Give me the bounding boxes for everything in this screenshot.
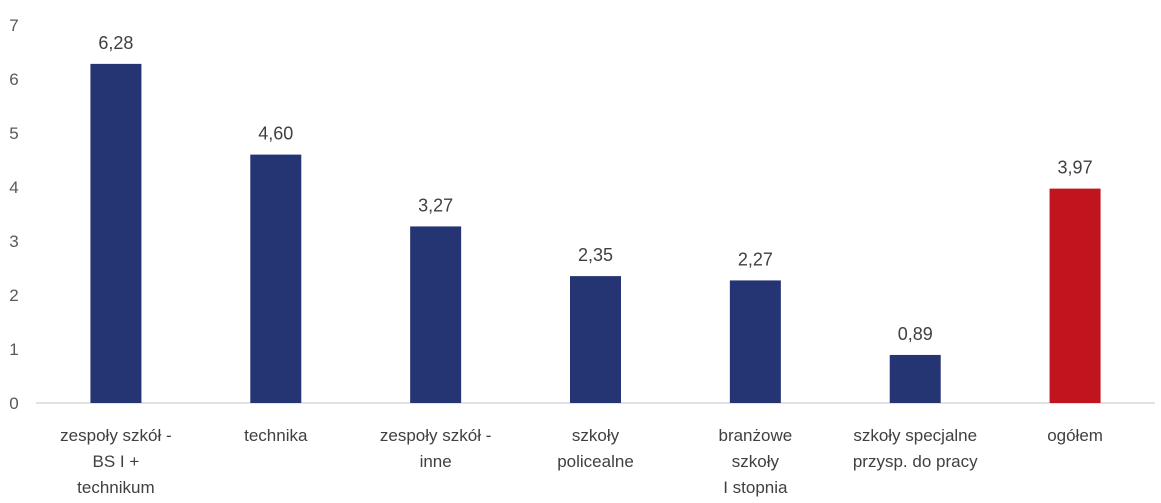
y-tick-label: 4: [9, 178, 18, 197]
data-label: 4,60: [258, 124, 293, 144]
x-tick-label-line: szkoły: [572, 426, 620, 445]
data-label: 2,35: [578, 245, 613, 265]
x-tick-label-line: I stopnia: [723, 478, 788, 497]
y-tick-label: 6: [9, 70, 18, 89]
bar: [90, 63, 142, 403]
y-tick-label: 1: [9, 340, 18, 359]
x-tick-label-line: szkoły specjalne: [853, 426, 977, 445]
x-tick-label: szkoły specjalne przysp. do pracy: [853, 426, 978, 471]
x-tick-label-line: BS I +: [93, 452, 140, 471]
x-tick-label: zespoły szkół - BS I + technikum: [60, 426, 171, 497]
bar: [410, 226, 462, 403]
x-tick-label-line: ogółem: [1047, 426, 1103, 445]
data-label: 6,28: [98, 33, 133, 53]
data-label: 3,27: [418, 195, 453, 215]
x-tick-label-line: inne: [420, 452, 452, 471]
x-tick-label-line: technikum: [77, 478, 154, 497]
y-tick-label: 7: [9, 16, 18, 35]
y-tick-label: 2: [9, 286, 18, 305]
y-axis: 0 1 2 3 4 5 6 7: [9, 16, 18, 413]
bar-total: [1049, 188, 1101, 403]
x-tick-label: branżowe szkoły I stopnia: [718, 426, 792, 497]
x-axis-labels: zespoły szkół - BS I + technikum technika ze…: [60, 426, 1103, 497]
data-label: 3,97: [1058, 158, 1093, 178]
x-tick-label-line: technika: [244, 426, 308, 445]
x-tick-label-line: przysp. do pracy: [853, 452, 978, 471]
bar: [250, 154, 302, 403]
x-tick-label-line: branżowe: [718, 426, 792, 445]
data-label: 2,27: [738, 249, 773, 269]
x-tick-label-line: zespoły szkół -: [60, 426, 171, 445]
x-tick-label: szkoły policealne: [557, 426, 634, 471]
data-label: 0,89: [898, 324, 933, 344]
x-tick-label: ogółem: [1047, 426, 1103, 445]
x-tick-label-line: szkoły: [732, 452, 780, 471]
bar: [889, 354, 941, 403]
bars-group: [90, 63, 1101, 403]
data-labels-group: 6,28 4,60 3,27 2,35 2,27 0,89 3,97: [98, 33, 1092, 344]
x-tick-label-line: policealne: [557, 452, 634, 471]
y-tick-label: 3: [9, 232, 18, 251]
x-tick-label: technika: [244, 426, 308, 445]
y-tick-label: 5: [9, 124, 18, 143]
bar: [570, 276, 621, 403]
x-tick-label-line: zespoły szkół -: [380, 426, 491, 445]
x-tick-label: zespoły szkół - inne: [380, 426, 491, 471]
bar: [729, 280, 781, 403]
y-tick-label: 0: [9, 394, 18, 413]
